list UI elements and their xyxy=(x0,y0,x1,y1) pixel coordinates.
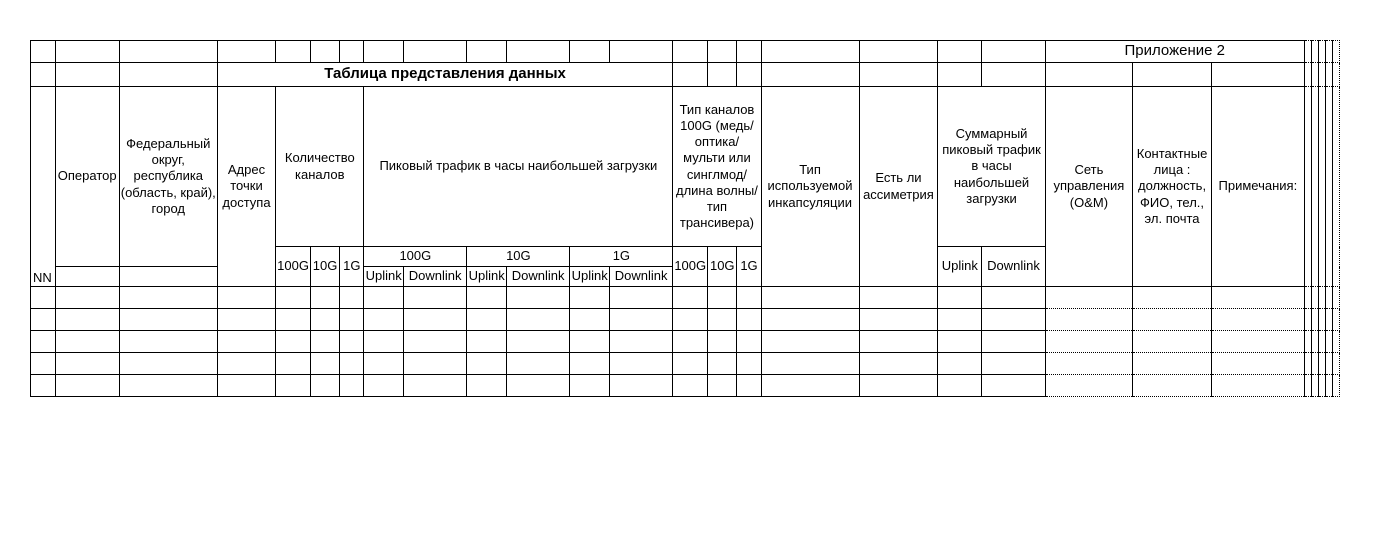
data-presentation-table: Приложение 2 Таблица представления данны… xyxy=(30,40,1340,397)
table-row xyxy=(31,309,1340,331)
col-peak-traffic: Пиковый трафик в часы наибольшей загрузк… xyxy=(364,87,673,247)
col-100g: 100G xyxy=(276,247,311,287)
col-region: Федеральный округ, республика (область, … xyxy=(119,87,217,267)
col-type-1g: 1G xyxy=(737,247,761,287)
col-100g-uplink: Uplink xyxy=(364,267,404,287)
col-contacts: Контактные лица : должность, ФИО, тел., … xyxy=(1133,87,1212,287)
col-peak-1g: 1G xyxy=(570,247,673,267)
col-10g-uplink: Uplink xyxy=(467,267,507,287)
col-operator: Оператор xyxy=(55,87,119,267)
col-1g: 1G xyxy=(340,247,364,287)
col-asymmetry: Есть ли ассиметрия xyxy=(859,87,938,287)
col-encapsulation: Тип используемой инкапсуляции xyxy=(761,87,859,287)
col-type-100g: 100G xyxy=(673,247,708,287)
col-type-10g: 10G xyxy=(708,247,737,287)
header-row-1: NN Оператор Федеральный округ, республик… xyxy=(31,87,1340,247)
col-1g-downlink: Downlink xyxy=(609,267,672,287)
col-10g: 10G xyxy=(310,247,339,287)
appendix-label: Приложение 2 xyxy=(1045,41,1304,63)
col-oam: Сеть управления (O&M) xyxy=(1045,87,1132,287)
title-row: Таблица представления данных xyxy=(31,63,1340,87)
col-peak-100g: 100G xyxy=(364,247,467,267)
col-channel-type: Тип каналов 100G (медь/ оптика/ мульти и… xyxy=(673,87,761,247)
col-1g-uplink: Uplink xyxy=(570,267,610,287)
col-channel-count: Количество каналов xyxy=(276,87,364,247)
col-notes: Примечания: xyxy=(1211,87,1304,287)
col-10g-downlink: Downlink xyxy=(506,267,569,287)
col-peak-10g: 10G xyxy=(467,247,570,267)
col-sum-downlink: Downlink xyxy=(982,247,1045,287)
table-row xyxy=(31,375,1340,397)
data-body xyxy=(31,287,1340,397)
appendix-row: Приложение 2 xyxy=(31,41,1340,63)
table-row xyxy=(31,287,1340,309)
col-sum-uplink: Uplink xyxy=(938,247,982,287)
table-row xyxy=(31,353,1340,375)
col-100g-downlink: Downlink xyxy=(403,267,466,287)
spreadsheet-sheet: Приложение 2 Таблица представления данны… xyxy=(0,0,1360,417)
col-access-point: Адрес точки доступа xyxy=(217,87,275,287)
col-sum-peak: Суммарный пиковый трафик в часы наибольш… xyxy=(938,87,1045,247)
col-nn: NN xyxy=(31,87,56,287)
table-row xyxy=(31,331,1340,353)
table-title: Таблица представления данных xyxy=(217,63,673,87)
